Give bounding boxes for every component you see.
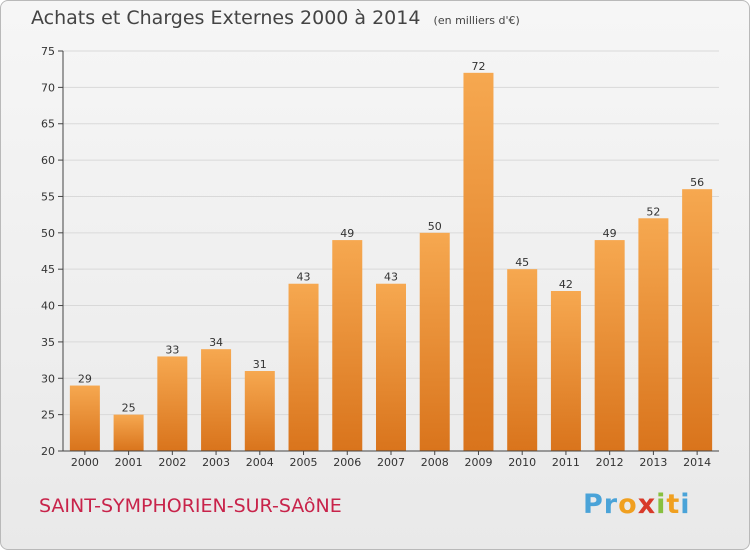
x-tick-label: 2001 (115, 456, 143, 469)
y-tick-label: 55 (41, 190, 55, 203)
value-label: 29 (78, 373, 92, 386)
chart-subtitle: (en milliers d'€) (433, 14, 520, 27)
x-tick-label: 2009 (464, 456, 492, 469)
x-tick-label: 2000 (71, 456, 99, 469)
logo-letter: r (603, 489, 619, 520)
bar-2003 (201, 349, 232, 451)
x-tick-label: 2003 (202, 456, 230, 469)
y-tick-label: 30 (41, 372, 55, 385)
value-label: 52 (646, 205, 660, 218)
axes (58, 50, 719, 455)
value-label: 42 (559, 278, 573, 291)
x-tick-label: 2004 (246, 456, 274, 469)
y-tick-label: 35 (41, 336, 55, 349)
y-tick-label: 70 (41, 81, 55, 94)
bar-2001 (113, 414, 144, 451)
x-tick-label: 2010 (508, 456, 536, 469)
value-label: 49 (603, 227, 617, 240)
logo-letter: P (583, 489, 604, 520)
x-tick-label: 2011 (552, 456, 580, 469)
y-tick-label: 25 (41, 409, 55, 422)
chart-title: Achats et Charges Externes 2000 à 2014 (31, 7, 421, 29)
bars (69, 72, 713, 452)
bar-2000 (69, 385, 100, 451)
bar-2012 (594, 240, 625, 451)
x-tick-label: 2006 (333, 456, 361, 469)
y-tick-label: 75 (41, 45, 55, 58)
x-tick-label: 2008 (421, 456, 449, 469)
bar-2010 (507, 269, 538, 451)
value-label: 25 (122, 402, 136, 415)
x-tick-label: 2002 (158, 456, 186, 469)
value-label: 33 (165, 343, 179, 356)
commune-name: SAINT-SYMPHORIEN-SUR-SAôNE (39, 495, 342, 517)
bar-2004 (244, 371, 275, 451)
bar-2007 (376, 283, 406, 451)
logo-letter: o (618, 489, 638, 520)
y-tick-label: 40 (41, 300, 55, 313)
x-tick-label: 2005 (290, 456, 318, 469)
bar-2013 (638, 218, 669, 451)
logo-letter: t (666, 489, 681, 520)
value-label: 56 (690, 176, 704, 189)
x-tick-label: 2012 (596, 456, 624, 469)
y-tick-label: 45 (41, 263, 55, 276)
value-label: 50 (428, 220, 442, 233)
bar-2002 (157, 356, 188, 451)
value-label: 43 (297, 271, 311, 284)
logo-letter: i (680, 489, 691, 520)
x-tick-label: 2014 (683, 456, 711, 469)
bar-2009 (463, 72, 494, 452)
x-tick-label: 2013 (639, 456, 667, 469)
bar-2008 (419, 232, 450, 451)
title-row: Achats et Charges Externes 2000 à 2014 (… (31, 7, 520, 29)
value-label: 45 (515, 256, 529, 269)
value-label: 72 (471, 60, 485, 73)
y-tick-label: 65 (41, 118, 55, 131)
bar-2005 (288, 283, 319, 451)
labels: 20 25 30 35 40 45 50 55 60 65 70 75 29 2000 25 2001 33 20… (41, 45, 711, 469)
proxiti-logo: Proxiti (583, 489, 691, 520)
logo-letter: x (637, 489, 657, 520)
y-tick-label: 50 (41, 227, 55, 240)
value-label: 49 (340, 227, 354, 240)
y-tick-label: 20 (41, 445, 55, 458)
value-label: 43 (384, 271, 398, 284)
logo-letter: i (656, 489, 667, 520)
value-label: 34 (209, 336, 223, 349)
bar-2006 (332, 240, 363, 451)
x-tick-label: 2007 (377, 456, 405, 469)
y-tick-label: 60 (41, 154, 55, 167)
bar-2011 (550, 291, 581, 451)
value-label: 31 (253, 358, 267, 371)
bar-2014 (682, 189, 713, 451)
